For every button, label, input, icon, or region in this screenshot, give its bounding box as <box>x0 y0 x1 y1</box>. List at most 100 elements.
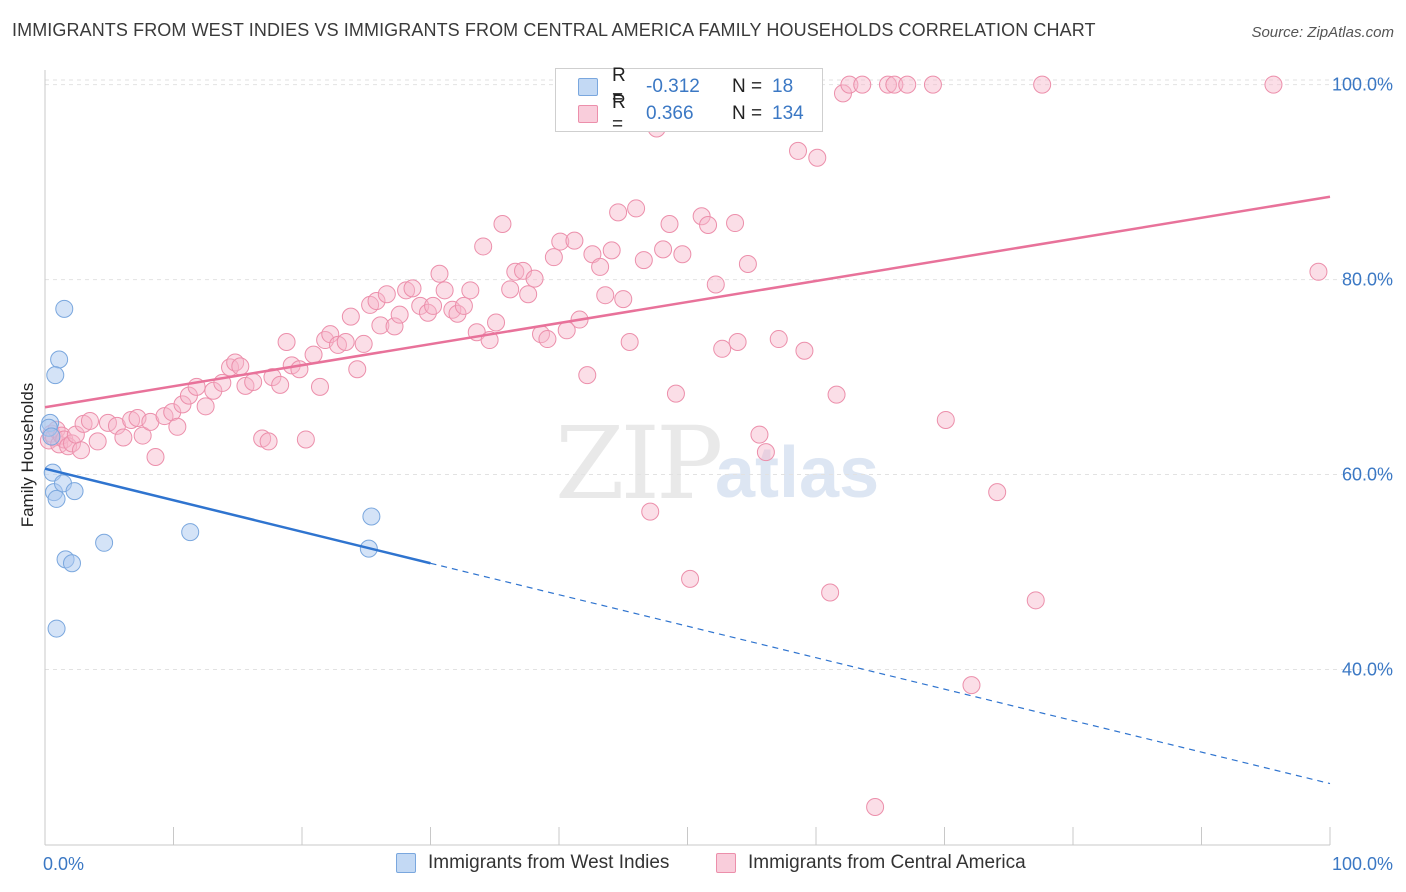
data-point-west-indies <box>65 482 84 501</box>
x-tick-label: 100.0% <box>1332 854 1393 874</box>
data-point-west-indies <box>46 366 65 385</box>
data-point-central-america <box>493 215 512 234</box>
n-label: N = <box>732 76 763 97</box>
data-point-central-america <box>367 292 386 311</box>
legend-row-central-america: R = 0.366 N = 134 <box>578 92 804 135</box>
data-point-central-america <box>565 231 584 250</box>
data-point-central-america <box>923 75 942 94</box>
data-point-central-america <box>525 269 544 288</box>
data-point-central-america <box>277 332 296 351</box>
data-point-central-america <box>551 232 570 251</box>
data-point-west-indies <box>62 554 81 573</box>
data-point-central-america <box>259 432 278 451</box>
data-point-central-america <box>204 381 223 400</box>
y-tick-label: 100.0% <box>1332 75 1393 95</box>
r-label: R = <box>612 65 626 108</box>
data-point-central-america <box>750 425 769 444</box>
correlation-legend: R = -0.312 N = 18 R = 0.366 N = 134 <box>555 65 823 135</box>
data-point-central-america <box>769 330 788 349</box>
data-point-west-indies <box>42 427 61 446</box>
data-point-central-america <box>1309 262 1328 281</box>
data-point-central-america <box>290 360 309 379</box>
data-point-west-indies <box>55 299 74 318</box>
legend-row-west-indies: R = -0.312 N = 18 <box>578 65 794 108</box>
data-point-central-america <box>614 290 633 309</box>
data-point-central-america <box>627 199 646 218</box>
x-tick-label: 0.0% <box>43 854 84 874</box>
data-point-central-america <box>163 403 182 422</box>
data-point-west-indies <box>47 489 66 508</box>
data-point-central-america <box>538 330 557 349</box>
data-point-central-america <box>263 368 282 387</box>
data-point-central-america <box>609 203 628 222</box>
data-point-central-america <box>853 75 872 94</box>
data-point-central-america <box>634 251 653 270</box>
data-point-central-america <box>713 339 732 358</box>
data-point-central-america <box>706 275 725 294</box>
watermark-zip: ZIP <box>555 405 723 522</box>
data-point-central-america <box>833 84 852 103</box>
r-label: R = <box>612 92 626 135</box>
data-point-central-america <box>885 75 904 94</box>
legend-swatch-central-america <box>578 105 598 123</box>
data-point-west-indies <box>181 523 200 542</box>
data-point-central-america <box>62 434 81 453</box>
data-point-central-america <box>641 502 660 521</box>
data-point-central-america <box>354 334 373 353</box>
data-point-central-america <box>88 432 107 451</box>
data-point-central-america <box>756 443 775 462</box>
data-point-central-america <box>962 676 981 695</box>
data-point-west-indies <box>50 350 69 369</box>
data-point-central-america <box>789 141 808 160</box>
data-point-central-america <box>304 345 323 364</box>
source-label: Source: ZipAtlas.com <box>1251 24 1394 41</box>
legend-swatch-west-indies <box>396 853 416 873</box>
data-point-central-america <box>173 395 192 414</box>
data-point-central-america <box>596 286 615 305</box>
data-point-central-america <box>403 279 422 298</box>
legend-swatch-central-america <box>716 853 736 873</box>
data-point-central-america <box>660 215 679 234</box>
data-point-central-america <box>461 281 480 300</box>
data-point-central-america <box>898 75 917 94</box>
data-point-central-america <box>808 148 827 167</box>
data-point-central-america <box>654 240 673 259</box>
data-point-central-america <box>341 307 360 326</box>
data-point-central-america <box>390 305 409 324</box>
data-point-central-america <box>377 285 396 304</box>
r-value: -0.312 <box>646 76 700 97</box>
data-point-central-america <box>591 257 610 276</box>
legend-item-west-indies[interactable]: Immigrants from West Indies <box>396 852 669 874</box>
data-point-central-america <box>501 280 520 299</box>
data-point-central-america <box>506 262 525 281</box>
data-point-central-america <box>666 384 685 403</box>
data-point-central-america <box>728 332 747 351</box>
data-point-west-indies <box>362 507 381 526</box>
data-point-central-america <box>231 357 250 376</box>
trendline-west-indies <box>44 467 431 565</box>
legend-item-central-america[interactable]: Immigrants from Central America <box>716 852 1026 874</box>
legend-label-west-indies: Immigrants from West Indies <box>428 852 670 873</box>
data-point-central-america <box>821 583 840 602</box>
trendline-west-indies-projection <box>430 562 1331 785</box>
y-tick-label: 60.0% <box>1342 465 1393 485</box>
data-point-central-america <box>487 313 506 332</box>
data-point-central-america <box>840 75 859 94</box>
data-point-central-america <box>866 797 885 816</box>
data-point-central-america <box>80 411 99 430</box>
data-point-central-america <box>310 377 329 396</box>
data-point-central-america <box>1264 75 1283 94</box>
n-value: 18 <box>772 76 794 97</box>
data-point-central-america <box>271 375 290 394</box>
data-point-central-america <box>411 296 430 315</box>
r-value: 0.366 <box>646 103 694 124</box>
data-point-central-america <box>544 248 563 267</box>
chart-title: IMMIGRANTS FROM WEST INDIES VS IMMIGRANT… <box>12 20 1096 40</box>
data-point-central-america <box>336 332 355 351</box>
data-point-central-america <box>1033 75 1052 94</box>
data-point-central-america <box>430 264 449 283</box>
legend-swatch-west-indies <box>578 78 598 96</box>
data-point-central-america <box>699 216 718 234</box>
data-point-central-america <box>435 281 454 300</box>
